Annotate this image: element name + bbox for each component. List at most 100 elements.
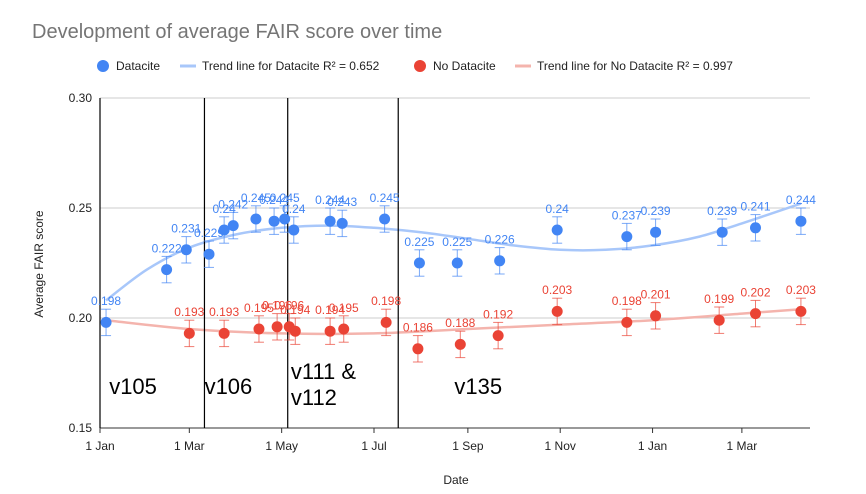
legend-item-no-datacite[interactable]: No Datacite <box>414 59 496 73</box>
data-point-no-datacite <box>338 323 350 335</box>
data-label-no-datacite: 0.193 <box>209 305 239 319</box>
data-label-no-datacite: 0.192 <box>483 307 513 321</box>
data-point-datacite <box>227 220 239 232</box>
version-label: v105 <box>109 374 157 399</box>
data-label-datacite: 0.239 <box>641 204 671 218</box>
chart-title: Development of average FAIR score over t… <box>32 21 442 43</box>
y-tick-label: 0.25 <box>69 201 93 215</box>
data-label-no-datacite: 0.198 <box>371 294 401 308</box>
data-label-datacite: 0.241 <box>740 200 770 214</box>
data-point-no-datacite <box>289 325 301 337</box>
data-label-datacite: 0.225 <box>442 235 472 249</box>
data-point-datacite <box>379 213 391 225</box>
data-label-no-datacite: 0.194 <box>315 303 345 317</box>
legend-marker-no-datacite <box>414 60 426 72</box>
data-point-datacite <box>279 213 291 225</box>
data-point-no-datacite <box>750 308 762 320</box>
x-tick-label: 1 Jul <box>361 439 386 453</box>
legend-item-trend-datacite[interactable]: Trend line for Datacite R² = 0.652 <box>180 59 380 73</box>
data-label-no-datacite: 0.203 <box>542 283 572 297</box>
data-label-datacite: 0.231 <box>171 222 201 236</box>
data-point-datacite <box>413 257 425 269</box>
data-label-no-datacite: 0.194 <box>280 303 310 317</box>
data-point-datacite <box>336 217 348 229</box>
data-label-datacite: 0.244 <box>786 193 816 207</box>
version-label: v111 & <box>291 359 357 384</box>
data-label-datacite: 0.245 <box>270 191 300 205</box>
y-tick-label: 0.30 <box>69 91 93 105</box>
data-point-no-datacite <box>492 330 504 342</box>
data-point-datacite <box>203 248 215 260</box>
data-label-no-datacite: 0.188 <box>445 316 475 330</box>
data-point-no-datacite <box>713 314 725 326</box>
data-label-datacite: 0.226 <box>485 233 515 247</box>
data-label-datacite: 0.242 <box>218 197 248 211</box>
data-label-no-datacite: 0.195 <box>244 301 274 315</box>
y-tick-label: 0.20 <box>69 311 93 325</box>
data-label-datacite: 0.237 <box>612 208 642 222</box>
plot-area: 0.15 0.20 0.25 0.30 1 Jan 1 Mar 1 May 1 Jul 1 Se… <box>69 91 817 453</box>
data-point-datacite <box>288 224 300 236</box>
data-label-datacite: 0.24 <box>282 202 306 216</box>
data-point-datacite <box>451 257 463 269</box>
legend-marker-datacite <box>97 60 109 72</box>
legend-label-no-datacite: No Datacite <box>433 59 496 73</box>
data-point-no-datacite <box>621 316 633 328</box>
data-label-datacite: 0.245 <box>370 191 400 205</box>
version-label: v135 <box>454 374 502 399</box>
data-label-no-datacite: 0.199 <box>704 292 734 306</box>
data-point-datacite <box>324 215 336 227</box>
data-point-datacite <box>218 224 230 236</box>
trend-line-no-datacite <box>105 307 802 336</box>
data-point-no-datacite <box>650 310 662 322</box>
data-point-datacite <box>750 222 762 234</box>
data-label-datacite: 0.229 <box>194 226 224 240</box>
data-label-datacite: 0.244 <box>259 193 289 207</box>
x-tick-label: 1 Mar <box>727 439 758 453</box>
legend-item-datacite[interactable]: Datacite <box>97 59 160 73</box>
data-label-no-datacite: 0.196 <box>274 299 304 313</box>
x-tick-label: 1 May <box>265 439 298 453</box>
data-label-datacite: 0.244 <box>315 193 345 207</box>
legend: Datacite Trend line for Datacite R² = 0.… <box>97 59 733 73</box>
x-tick-label: 1 Mar <box>174 439 205 453</box>
data-point-no-datacite <box>218 327 230 339</box>
data-point-no-datacite <box>253 323 265 335</box>
data-label-no-datacite: 0.196 <box>262 299 292 313</box>
data-label-datacite: 0.222 <box>152 241 182 255</box>
version-label: v112 <box>291 385 337 410</box>
x-tick-label: 1 Jan <box>638 439 667 453</box>
data-label-datacite: 0.24 <box>546 202 570 216</box>
y-tick-label: 0.15 <box>69 421 93 435</box>
data-point-no-datacite <box>380 316 392 328</box>
legend-label-datacite: Datacite <box>116 59 160 73</box>
data-label-no-datacite: 0.186 <box>403 321 433 335</box>
data-point-no-datacite <box>454 338 466 350</box>
legend-label-trend-no-datacite: Trend line for No Datacite R² = 0.997 <box>537 59 733 73</box>
data-point-datacite <box>716 226 728 238</box>
data-label-no-datacite: 0.203 <box>786 283 816 297</box>
data-label-datacite: 0.239 <box>707 204 737 218</box>
data-label-no-datacite: 0.202 <box>740 285 770 299</box>
data-point-datacite <box>795 215 807 227</box>
data-point-no-datacite <box>412 343 424 355</box>
data-label-no-datacite: 0.193 <box>174 305 204 319</box>
data-point-datacite <box>161 264 173 276</box>
legend-label-trend-datacite: Trend line for Datacite R² = 0.652 <box>202 59 380 73</box>
legend-item-trend-no-datacite[interactable]: Trend line for No Datacite R² = 0.997 <box>515 59 733 73</box>
x-tick-label: 1 Sep <box>452 439 484 453</box>
data-point-no-datacite <box>271 321 283 333</box>
data-point-datacite <box>180 244 192 256</box>
data-point-no-datacite <box>795 305 807 317</box>
data-point-datacite <box>268 215 280 227</box>
x-tick-label: 1 Jan <box>85 439 114 453</box>
data-label-no-datacite: 0.201 <box>641 288 671 302</box>
data-label-datacite: 0.243 <box>327 195 357 209</box>
data-point-datacite <box>250 213 262 225</box>
data-point-datacite <box>621 231 633 243</box>
data-point-no-datacite <box>183 327 195 339</box>
data-point-no-datacite <box>551 305 563 317</box>
data-point-no-datacite <box>324 325 336 337</box>
trend-line-datacite <box>105 202 802 302</box>
